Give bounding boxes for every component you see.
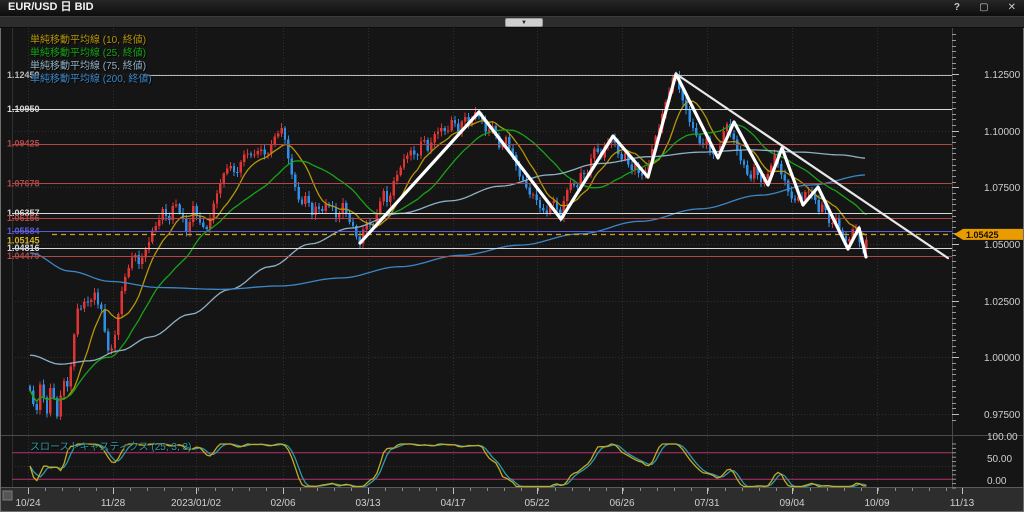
price-axis[interactable]: 1.12500 1.10000 1.07500 1.05000 1.02500 1.000… — [952, 34, 1021, 422]
svg-text:100.00: 100.00 — [987, 432, 1018, 443]
svg-text:0.97500: 0.97500 — [984, 410, 1021, 421]
svg-text:06/26: 06/26 — [609, 498, 634, 509]
legend-ma-10: 単純移動平均線 (10, 終値) — [30, 35, 147, 46]
svg-text:04/17: 04/17 — [440, 498, 465, 509]
svg-text:10/24: 10/24 — [15, 498, 40, 509]
scroll-corner-handle[interactable] — [2, 490, 13, 501]
svg-text:11/13: 11/13 — [950, 498, 975, 509]
toolbar-strip: ▼ — [0, 16, 1024, 28]
maximize-icon[interactable]: ▢ — [979, 2, 989, 13]
close-icon[interactable]: ✕ — [1007, 2, 1016, 13]
svg-text:1.09425: 1.09425 — [7, 139, 40, 149]
stochastic-legend: スローストキャスティクス (25, 3, 3) — [30, 442, 192, 453]
svg-text:09/04: 09/04 — [779, 498, 804, 509]
svg-text:2023/01/02: 2023/01/02 — [171, 498, 221, 509]
stochastic-k-line — [29, 443, 867, 488]
current-price-badge: 1.05425 — [954, 228, 1023, 240]
stochastic-panel — [12, 443, 952, 488]
svg-text:1.05584: 1.05584 — [7, 226, 40, 236]
svg-text:1.12500: 1.12500 — [984, 70, 1021, 81]
ma-legend: 単純移動平均線 (10, 終値) 単純移動平均線 (25, 終値) 単純移動平均線 … — [30, 34, 152, 86]
svg-text:10/09: 10/09 — [864, 498, 889, 509]
chart-window-title: EUR/USD 日 BID — [8, 1, 94, 13]
zigzag-overlay[interactable] — [358, 72, 868, 259]
svg-text:50.00: 50.00 — [987, 454, 1012, 465]
chevron-down-icon: ▼ — [521, 20, 527, 26]
svg-text:1.10000: 1.10000 — [984, 127, 1021, 138]
svg-text:0.00: 0.00 — [987, 476, 1007, 487]
ma-10-line — [29, 100, 867, 402]
svg-text:03/13: 03/13 — [355, 498, 380, 509]
time-axis-strip[interactable] — [0, 488, 1024, 512]
toolbar-collapse-button[interactable]: ▼ — [505, 18, 543, 27]
stochastic-axis[interactable]: 100.00 50.00 0.00 — [952, 432, 1018, 489]
grid — [12, 28, 952, 487]
svg-text:1.05000: 1.05000 — [984, 240, 1021, 251]
svg-text:1.07500: 1.07500 — [984, 183, 1021, 194]
legend-ma-200: 単純移動平均線 (200, 終値) — [30, 74, 152, 85]
svg-text:07/31: 07/31 — [694, 498, 719, 509]
svg-text:05/22: 05/22 — [524, 498, 549, 509]
svg-text:1.05425: 1.05425 — [966, 230, 999, 240]
svg-text:1.00000: 1.00000 — [984, 353, 1021, 364]
legend-ma-25: 単純移動平均線 (25, 終値) — [30, 48, 147, 59]
time-axis[interactable]: 10/24 11/28 2023/01/02 02/06 03/13 04/17 05/22… — [15, 488, 975, 509]
window-controls: ? ▢ ✕ — [938, 0, 1016, 16]
svg-text:1.05145: 1.05145 — [7, 236, 40, 246]
help-icon[interactable]: ? — [953, 2, 961, 13]
ma-25-line — [29, 124, 867, 402]
ma-75-line — [29, 149, 866, 365]
svg-text:02/06: 02/06 — [270, 498, 295, 509]
trendline-overlay[interactable] — [674, 72, 950, 260]
chart-plot-area[interactable] — [0, 28, 1024, 512]
svg-text:1.06156: 1.06156 — [7, 213, 40, 223]
svg-text:1.12450: 1.12450 — [7, 70, 40, 80]
svg-text:1.02500: 1.02500 — [984, 297, 1021, 308]
svg-text:11/28: 11/28 — [101, 498, 126, 509]
title-bar[interactable]: EUR/USD 日 BID ? ▢ ✕ — [0, 0, 1024, 16]
legend-ma-75: 単純移動平均線 (75, 終値) — [30, 61, 147, 72]
